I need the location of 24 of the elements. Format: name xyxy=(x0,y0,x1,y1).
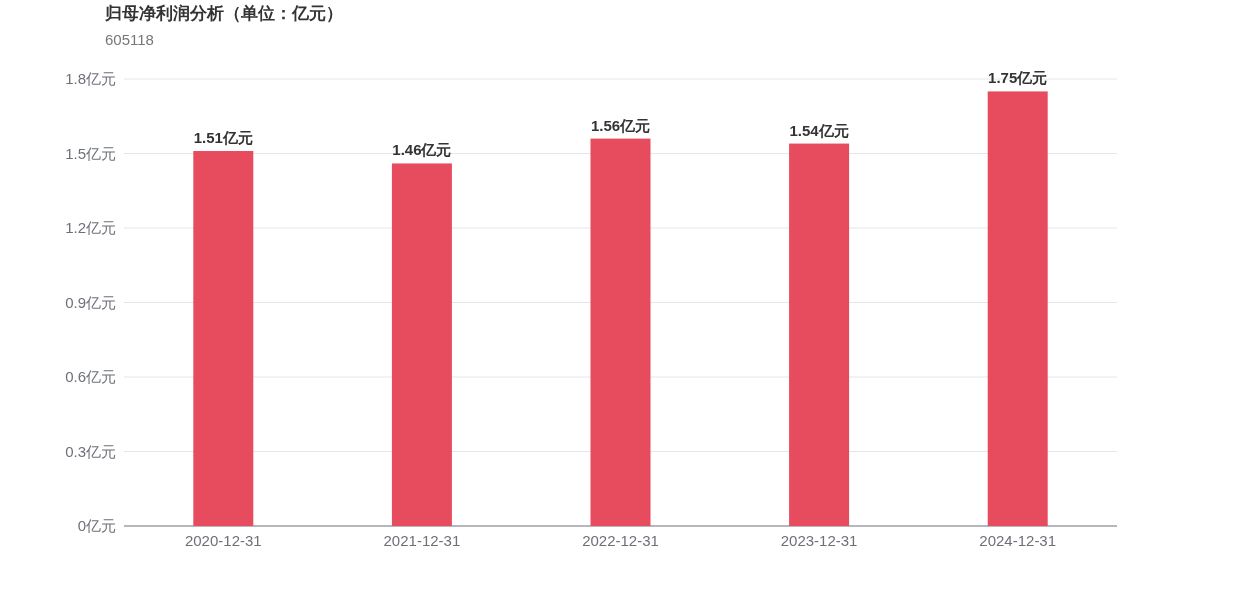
x-tick-label: 2024-12-31 xyxy=(979,532,1057,549)
bar xyxy=(193,151,254,526)
y-tick-label: 0.9亿元 xyxy=(65,293,116,311)
y-tick-label: 1.8亿元 xyxy=(65,70,116,87)
data-label: 1.75亿元 xyxy=(988,69,1048,87)
bar xyxy=(789,143,850,526)
y-tick-label: 1.5亿元 xyxy=(65,144,116,162)
x-tick-label: 2021-12-31 xyxy=(383,532,461,549)
y-tick-label: 0.6亿元 xyxy=(65,368,116,385)
data-label: 1.54亿元 xyxy=(789,121,849,139)
chart-title: 归母净利润分析（单位：亿元） xyxy=(104,4,343,23)
y-tick-label: 0.3亿元 xyxy=(65,442,116,460)
bar xyxy=(391,163,452,526)
chart-subtitle: 605118 xyxy=(105,31,154,48)
data-label: 1.46亿元 xyxy=(392,141,452,159)
bar xyxy=(590,138,651,526)
bar xyxy=(987,91,1048,526)
data-label: 1.56亿元 xyxy=(590,116,651,134)
x-tick-label: 2023-12-31 xyxy=(780,532,858,549)
x-tick-label: 2020-12-31 xyxy=(184,532,262,549)
y-tick-label: 0亿元 xyxy=(77,517,116,534)
data-label: 1.51亿元 xyxy=(193,129,253,147)
x-tick-label: 2022-12-31 xyxy=(582,532,659,549)
y-tick-label: 1.2亿元 xyxy=(65,219,116,236)
